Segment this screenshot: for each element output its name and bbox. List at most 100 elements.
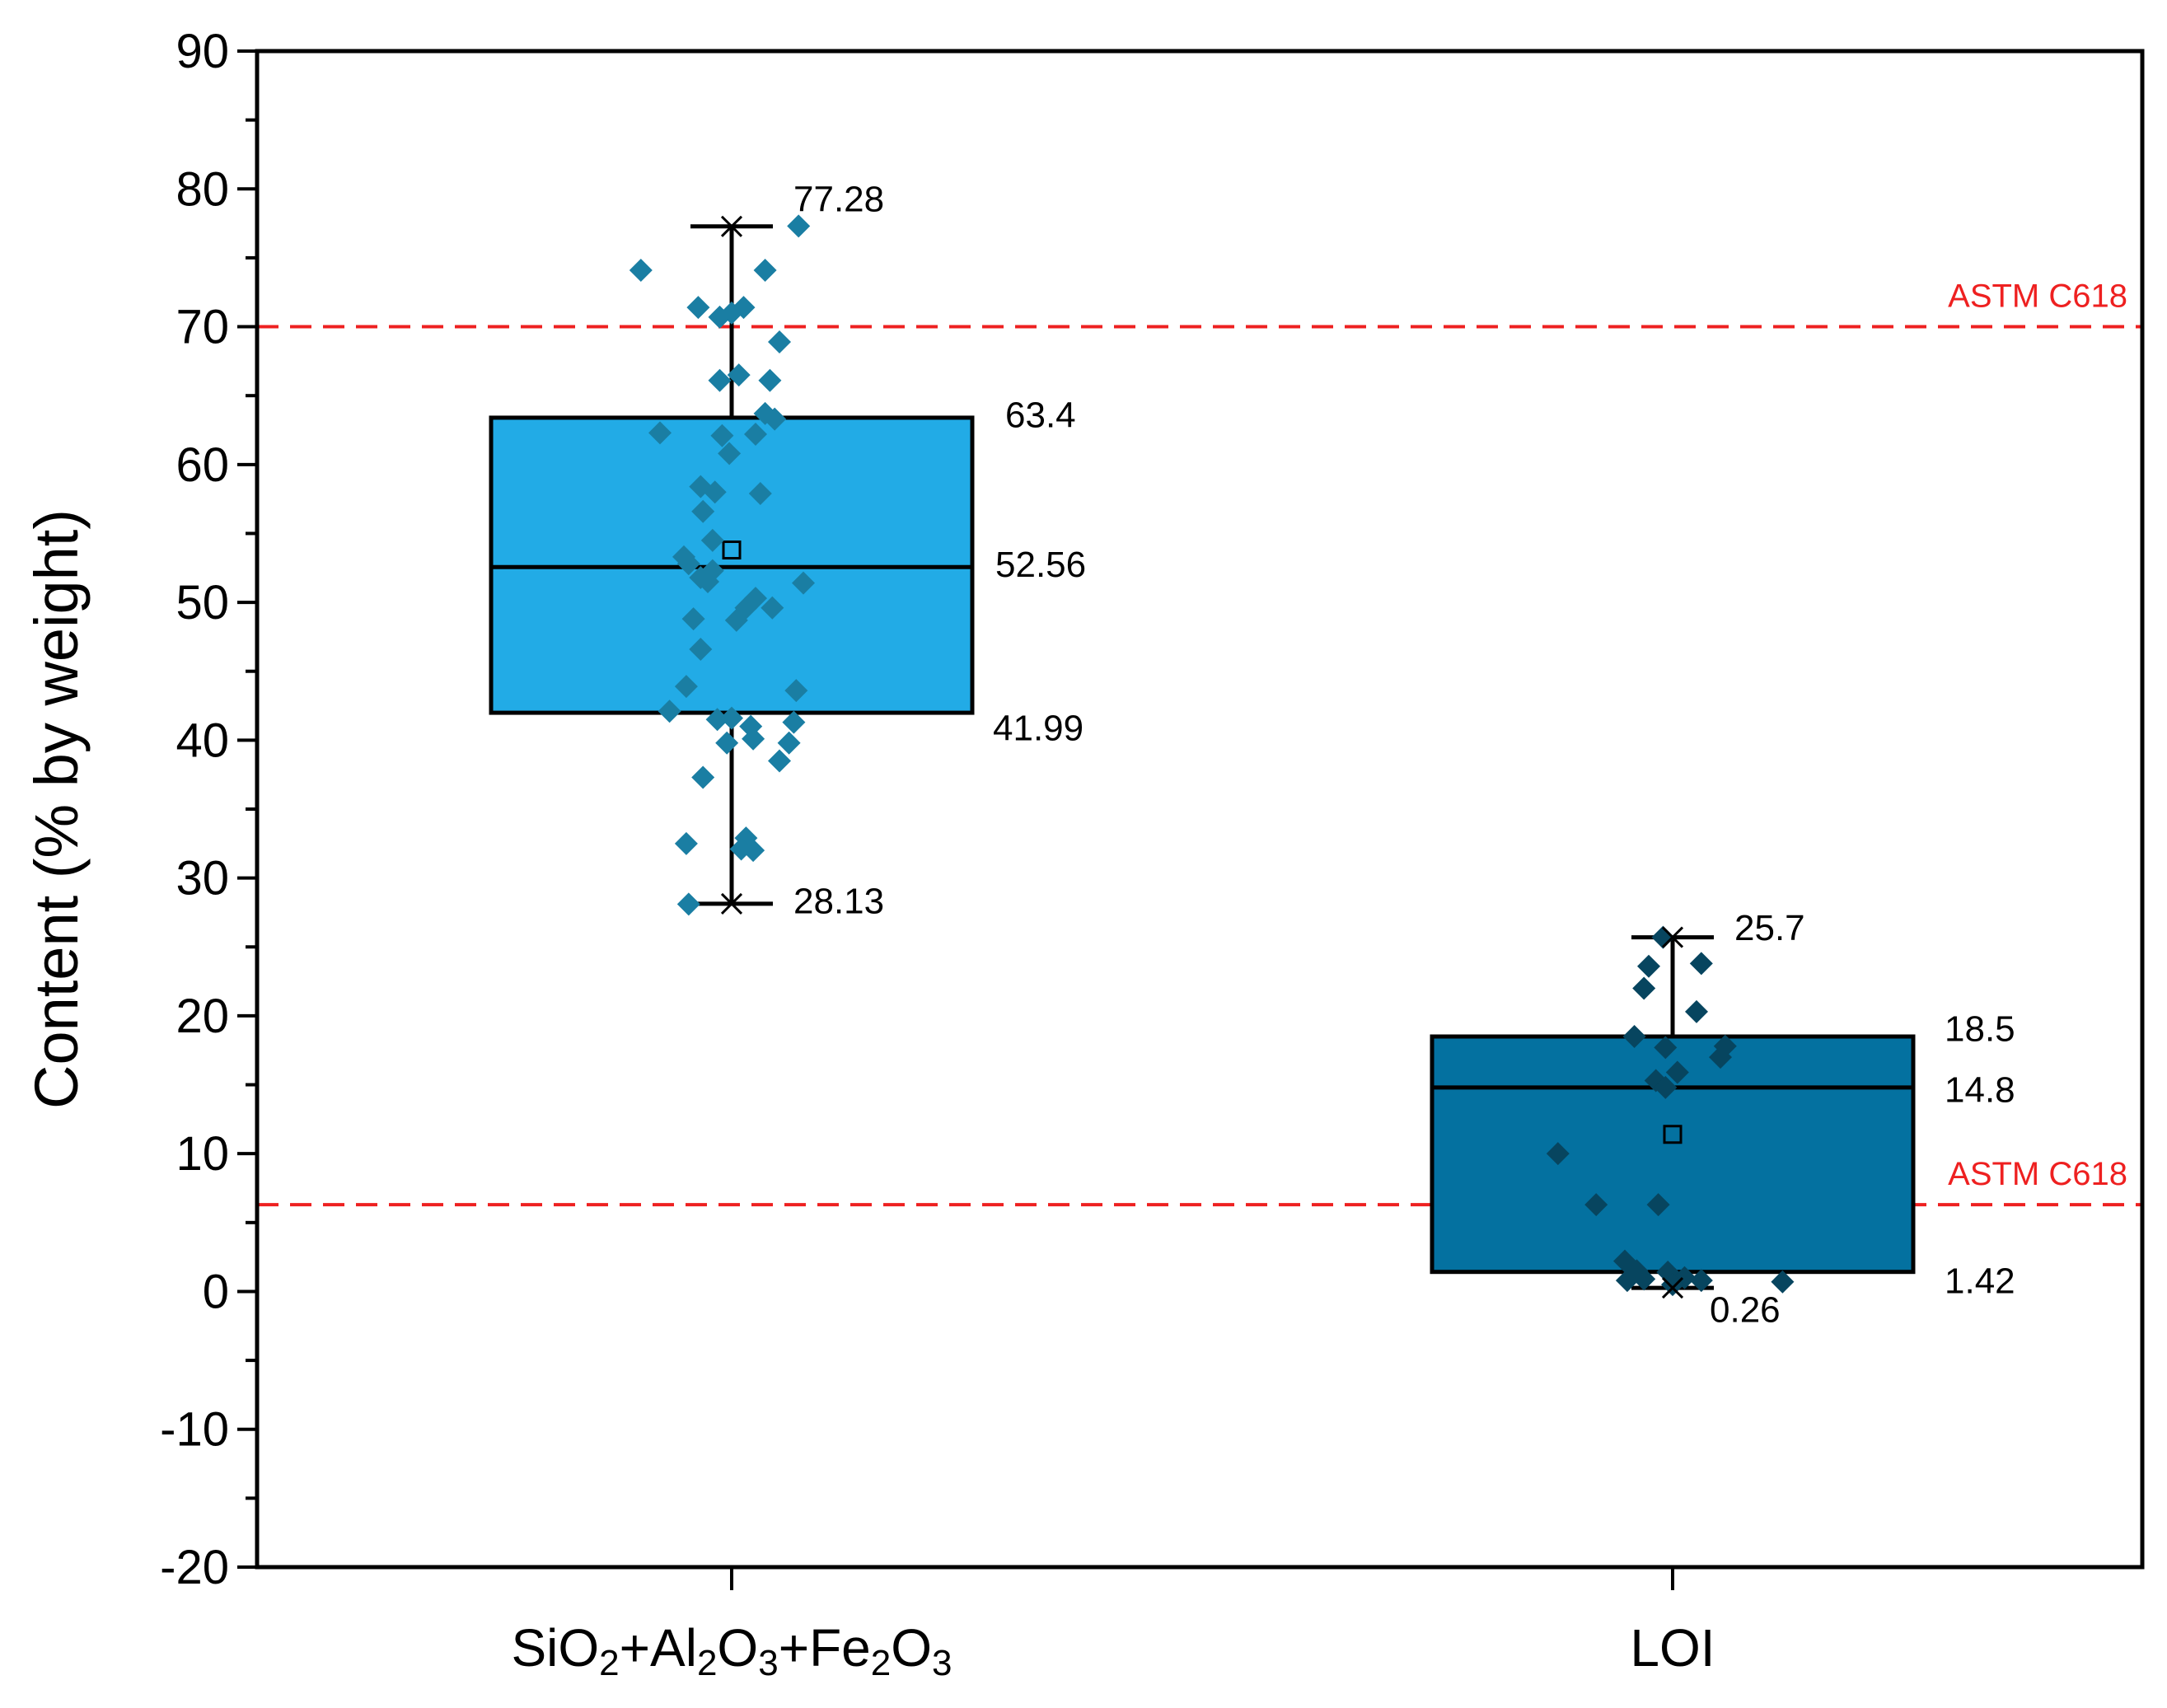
label-subscript: 2 bbox=[871, 1643, 891, 1683]
x-axis: SiO2+Al2O3+Fe2O3 LOI bbox=[511, 1567, 1715, 1683]
data-point bbox=[691, 765, 715, 789]
stat-label-q1: 41.99 bbox=[993, 709, 1084, 749]
mean-marker bbox=[1663, 1125, 1683, 1144]
data-point bbox=[784, 679, 808, 703]
label-subscript: 2 bbox=[697, 1643, 717, 1683]
reference-line-label: ASTM C618 bbox=[1948, 1156, 2127, 1192]
label-text: O bbox=[717, 1618, 758, 1678]
data-point bbox=[792, 571, 815, 595]
data-point bbox=[758, 368, 782, 392]
data-point bbox=[1637, 954, 1660, 978]
y-tick-label: 10 bbox=[176, 1127, 229, 1181]
data-point bbox=[744, 423, 767, 447]
label-text: +Fe bbox=[779, 1618, 871, 1678]
stat-label-q1: 1.42 bbox=[1945, 1261, 2015, 1301]
data-point bbox=[696, 570, 719, 593]
data-point bbox=[1584, 1193, 1608, 1217]
y-tick-label: 30 bbox=[176, 852, 229, 905]
label-text: SiO bbox=[511, 1618, 599, 1678]
label-text: +Al bbox=[620, 1618, 697, 1678]
extreme-marker bbox=[720, 892, 743, 915]
y-tick-label: 90 bbox=[176, 25, 229, 78]
reference-lines: ASTM C618 ASTM C618 bbox=[257, 278, 2142, 1207]
data-point bbox=[700, 528, 724, 552]
data-point bbox=[1709, 1046, 1732, 1069]
data-point bbox=[674, 831, 698, 855]
label-subscript: 3 bbox=[758, 1643, 778, 1683]
data-point bbox=[1689, 1269, 1713, 1293]
data-point bbox=[648, 421, 672, 445]
data-point bbox=[724, 608, 748, 632]
boxes: 77.28 63.4 52.56 41.99 28.13 25.7 18.5 14.8 1.42… bbox=[489, 179, 2015, 1331]
extreme-marker bbox=[1661, 926, 1684, 948]
data-point bbox=[689, 637, 713, 661]
data-point bbox=[1632, 976, 1656, 1000]
data-point bbox=[1689, 952, 1713, 976]
y-tick-label: -20 bbox=[160, 1541, 229, 1594]
plot-frame bbox=[255, 49, 2145, 1570]
data-point bbox=[782, 710, 806, 734]
data-point bbox=[703, 480, 727, 504]
stat-label-median: 14.8 bbox=[1945, 1070, 2015, 1111]
data-point bbox=[761, 596, 784, 620]
data-point bbox=[727, 363, 751, 387]
data-point bbox=[691, 499, 715, 523]
y-axis: -20 -10 0 10 20 30 40 50 60 70 80 90 bbox=[160, 25, 257, 1594]
reference-line-label: ASTM C618 bbox=[1948, 278, 2127, 315]
y-tick-label: 20 bbox=[176, 990, 229, 1043]
y-axis-title: Content (% by weight) bbox=[22, 509, 91, 1109]
data-point bbox=[1622, 1025, 1646, 1048]
stat-label-min: 28.13 bbox=[793, 882, 884, 922]
data-point bbox=[708, 368, 732, 392]
extreme-marker bbox=[720, 215, 743, 237]
data-point bbox=[676, 552, 700, 576]
data-point bbox=[718, 442, 742, 466]
stat-label-median: 52.56 bbox=[995, 545, 1086, 585]
data-point bbox=[742, 727, 765, 751]
mean-marker bbox=[722, 540, 742, 560]
stat-label-min: 0.26 bbox=[1710, 1290, 1781, 1331]
label-text: O bbox=[891, 1618, 932, 1678]
data-point bbox=[753, 258, 777, 282]
data-point bbox=[681, 607, 705, 631]
data-point bbox=[768, 749, 791, 773]
y-tick-label: 70 bbox=[176, 301, 229, 354]
data-point bbox=[787, 214, 811, 238]
data-point bbox=[734, 826, 758, 850]
y-tick-label: 60 bbox=[176, 438, 229, 492]
data-point bbox=[1632, 1267, 1656, 1291]
data-point bbox=[753, 401, 777, 425]
stat-label-max: 77.28 bbox=[793, 179, 884, 219]
data-point bbox=[658, 700, 681, 723]
data-point bbox=[674, 675, 698, 699]
data-point bbox=[1546, 1142, 1570, 1166]
x-category-label: SiO2+Al2O3+Fe2O3 bbox=[511, 1618, 952, 1683]
data-point bbox=[720, 706, 743, 730]
data-point bbox=[1654, 1036, 1678, 1060]
data-point bbox=[686, 296, 710, 320]
x-category-label: LOI bbox=[1630, 1618, 1715, 1678]
data-point bbox=[1646, 1193, 1670, 1217]
data-point bbox=[715, 731, 739, 755]
y-tick-label: 80 bbox=[176, 162, 229, 216]
y-tick-label: 40 bbox=[176, 714, 229, 767]
data-point bbox=[1615, 1269, 1639, 1293]
data-point bbox=[742, 839, 765, 863]
data-point bbox=[710, 423, 734, 447]
data-point bbox=[629, 258, 653, 282]
data-point bbox=[1654, 1075, 1678, 1099]
data-point bbox=[1665, 1060, 1689, 1084]
stat-label-max: 25.7 bbox=[1734, 908, 1805, 948]
y-tick-label: 50 bbox=[176, 576, 229, 629]
data-point bbox=[768, 330, 791, 353]
data-point bbox=[1661, 1273, 1684, 1297]
data-point bbox=[708, 305, 732, 329]
y-tick-label: -10 bbox=[160, 1403, 229, 1457]
label-text: LOI bbox=[1630, 1618, 1715, 1678]
stat-label-q3: 18.5 bbox=[1945, 1009, 2015, 1050]
data-point bbox=[777, 731, 801, 755]
data-point bbox=[1771, 1270, 1795, 1294]
extreme-marker bbox=[1661, 1277, 1684, 1299]
data-point bbox=[705, 708, 729, 732]
